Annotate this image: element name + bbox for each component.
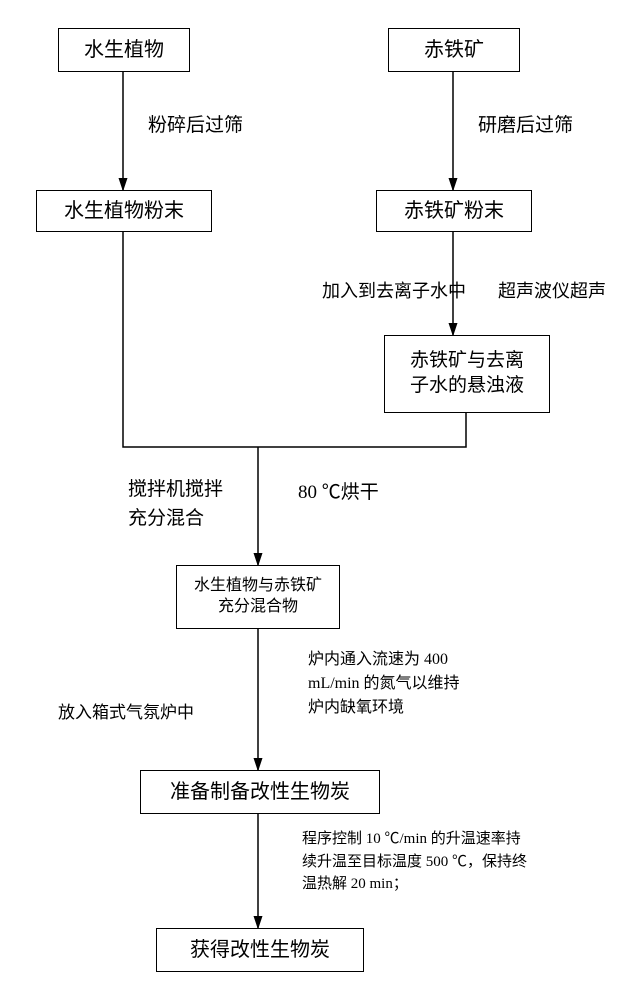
- flow-node-n1: 水生植物: [58, 28, 190, 72]
- edge-label-l1: 粉碎后过筛: [148, 112, 243, 141]
- edge-label-l8: 炉内通入流速为 400 mL/min 的氮气以维持 炉内缺氧环境: [308, 648, 460, 720]
- flow-node-n3: 水生植物粉末: [36, 190, 212, 232]
- edge-3: [123, 230, 258, 447]
- flow-node-n6: 水生植物与赤铁矿 充分混合物: [176, 565, 340, 629]
- edge-label-l3: 加入到去离子水中: [322, 278, 466, 305]
- flow-node-n5: 赤铁矿与去离 子水的悬浊液: [384, 335, 550, 413]
- flow-node-n2: 赤铁矿: [388, 28, 520, 72]
- edge-label-l9: 程序控制 10 ℃/min 的升温速率持 续升温至目标温度 500 ℃，保持终 …: [302, 828, 527, 896]
- edge-label-l7: 放入箱式气氛炉中: [58, 700, 194, 726]
- edge-label-l2: 研磨后过筛: [478, 112, 573, 141]
- edge-label-l4: 超声波仪超声: [498, 278, 606, 305]
- edge-4: [258, 411, 466, 447]
- edge-label-l6: 80 ℃烘干: [298, 479, 379, 508]
- edge-label-l5: 搅拌机搅拌 充分混合: [128, 476, 223, 533]
- flow-node-n8: 获得改性生物炭: [156, 928, 364, 972]
- flow-node-n4: 赤铁矿粉末: [376, 190, 532, 232]
- flow-node-n7: 准备制备改性生物炭: [140, 770, 380, 814]
